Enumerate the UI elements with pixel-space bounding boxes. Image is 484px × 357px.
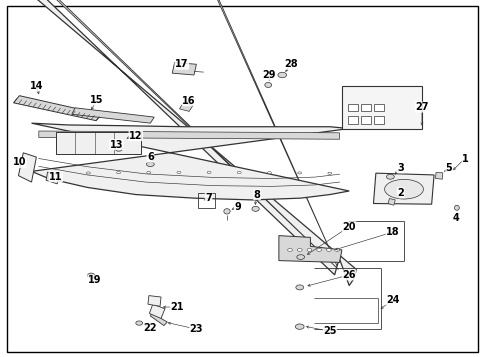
Text: 24: 24 (385, 295, 399, 305)
Polygon shape (435, 172, 442, 179)
Polygon shape (18, 153, 36, 182)
Polygon shape (172, 62, 196, 75)
Ellipse shape (454, 205, 458, 210)
Text: 11: 11 (49, 172, 62, 182)
Polygon shape (27, 0, 338, 270)
Ellipse shape (297, 172, 301, 174)
Bar (361, 104, 370, 111)
Polygon shape (387, 198, 394, 205)
Ellipse shape (86, 172, 90, 174)
Polygon shape (149, 304, 165, 318)
Text: 26: 26 (342, 270, 355, 280)
Polygon shape (278, 236, 341, 262)
Ellipse shape (384, 180, 423, 199)
Bar (374, 116, 383, 124)
Text: 20: 20 (342, 222, 355, 232)
Text: 15: 15 (90, 95, 104, 105)
Text: 28: 28 (284, 59, 297, 69)
Polygon shape (72, 108, 154, 123)
Bar (348, 104, 357, 111)
Ellipse shape (327, 172, 331, 174)
Ellipse shape (326, 248, 331, 251)
Ellipse shape (146, 162, 154, 166)
Ellipse shape (277, 72, 286, 77)
Polygon shape (39, 131, 339, 139)
Ellipse shape (136, 321, 142, 325)
Polygon shape (0, 0, 356, 286)
Ellipse shape (56, 172, 60, 174)
Text: 8: 8 (253, 190, 260, 200)
Text: 29: 29 (262, 70, 275, 80)
Text: 3: 3 (396, 163, 403, 173)
Text: 27: 27 (414, 102, 428, 112)
Polygon shape (373, 173, 433, 204)
Ellipse shape (237, 171, 241, 174)
Text: 13: 13 (109, 140, 123, 150)
Ellipse shape (295, 285, 303, 290)
Bar (56, 132, 140, 154)
Ellipse shape (287, 248, 292, 251)
Ellipse shape (334, 248, 339, 251)
Text: 2: 2 (396, 188, 403, 198)
Text: 17: 17 (175, 59, 188, 69)
Text: 1: 1 (461, 154, 468, 164)
Text: 6: 6 (147, 152, 153, 162)
Text: 10: 10 (13, 157, 26, 167)
Polygon shape (14, 96, 102, 121)
Polygon shape (148, 296, 161, 306)
Text: 23: 23 (189, 324, 203, 334)
Text: 7: 7 (205, 193, 212, 203)
Text: 25: 25 (322, 326, 336, 336)
Bar (374, 104, 383, 111)
Text: 21: 21 (170, 302, 183, 312)
Ellipse shape (267, 172, 271, 174)
Polygon shape (46, 172, 59, 184)
Ellipse shape (207, 171, 211, 174)
Ellipse shape (177, 171, 181, 174)
Ellipse shape (306, 248, 311, 251)
Polygon shape (179, 103, 193, 111)
Ellipse shape (295, 324, 303, 329)
Ellipse shape (264, 82, 271, 87)
Text: 19: 19 (88, 275, 101, 285)
Ellipse shape (297, 248, 302, 251)
Bar (341, 86, 421, 129)
Ellipse shape (223, 208, 229, 214)
Ellipse shape (316, 248, 321, 251)
Text: 5: 5 (445, 163, 452, 173)
Ellipse shape (115, 146, 122, 151)
Ellipse shape (296, 255, 304, 259)
Text: 9: 9 (234, 202, 241, 212)
Ellipse shape (386, 174, 393, 179)
Bar (197, 193, 214, 208)
Text: 22: 22 (143, 323, 157, 333)
Text: 18: 18 (385, 227, 399, 237)
Text: 16: 16 (182, 96, 196, 106)
Bar (361, 116, 370, 124)
Text: 12: 12 (129, 131, 142, 141)
Polygon shape (150, 310, 167, 326)
Ellipse shape (116, 172, 120, 174)
Ellipse shape (252, 206, 258, 211)
Text: 14: 14 (30, 81, 43, 91)
Polygon shape (31, 123, 348, 200)
Text: 4: 4 (452, 213, 458, 223)
Bar (348, 116, 357, 124)
Ellipse shape (87, 273, 95, 278)
Ellipse shape (147, 171, 151, 174)
